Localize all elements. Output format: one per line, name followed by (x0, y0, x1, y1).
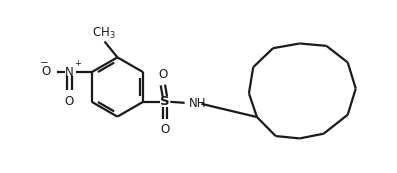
Text: O: O (65, 95, 74, 108)
Text: CH$_3$: CH$_3$ (92, 25, 116, 40)
Text: O: O (41, 65, 50, 78)
Text: NH: NH (189, 97, 206, 110)
Text: −: − (40, 58, 49, 68)
Text: S: S (160, 95, 170, 108)
Text: O: O (160, 123, 170, 136)
Text: N: N (65, 66, 74, 79)
Text: +: + (74, 59, 81, 68)
Text: O: O (158, 68, 168, 81)
